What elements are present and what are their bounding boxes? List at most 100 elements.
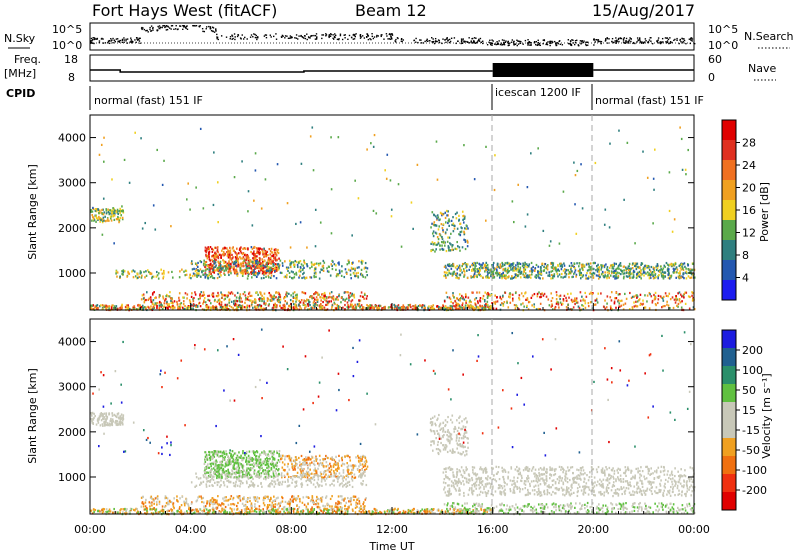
range-cell [239,247,241,250]
range-cell [232,268,235,271]
nsky-point [303,37,305,39]
range-cell [278,298,280,302]
range-cell [315,299,318,302]
range-cell [303,291,305,294]
range-cell [493,268,495,271]
range-cell [617,299,620,302]
range-cell [154,297,156,300]
range-cell [438,306,440,309]
range-cell [670,274,673,277]
nsky-point [123,41,125,43]
range-cell [268,272,271,275]
range-cell [626,141,629,144]
nsky-point [96,37,99,40]
range-cell [457,298,460,302]
range-cell [614,269,617,273]
range-cell [284,260,286,263]
range-cell [212,276,214,279]
range-cell [579,299,582,302]
range-cell [107,210,110,214]
range-cell [219,303,221,306]
range-cell [686,272,688,275]
range-cell [591,292,593,296]
range-cell [275,248,277,252]
range-cell [436,243,439,246]
range-cell [197,269,199,272]
nsky-point [164,26,166,29]
range-cell [232,262,235,265]
range-cell [622,277,625,280]
range-cell [165,297,167,301]
range-cell [361,306,364,309]
range-cell [278,295,280,299]
range-cell [250,294,253,297]
nsky-point [129,41,131,43]
range-cell [453,296,455,299]
range-cell [207,294,209,298]
range-cell [180,302,183,305]
date-label: 15/Aug/2017 [592,1,695,20]
range-cell [643,274,645,277]
nsky-point [644,38,647,40]
range-cell [277,262,280,266]
range-cell [417,304,420,308]
range-cell [485,264,487,268]
range-cell [191,292,193,295]
range-cell [590,301,593,304]
range-cell [421,306,423,309]
range-cell [236,256,239,259]
range-cell [336,303,339,307]
range-cell [509,263,512,267]
range-cell [208,299,211,302]
range-cell [303,299,306,302]
range-cell [320,510,323,513]
range-cell [214,298,216,302]
range-cell [266,299,269,302]
range-cell [462,214,465,217]
range-cell [262,307,265,310]
range-cell [278,510,280,514]
range-cell [270,296,273,299]
cpid-segment-3: normal (fast) 151 IF [595,94,704,107]
range-cell [254,272,257,275]
range-cell [675,294,677,298]
range-cell [351,303,353,306]
range-cell [299,266,302,269]
range-cell [592,271,595,275]
range-cell [526,274,528,277]
range-cell [522,266,525,270]
nsky-point [449,40,452,43]
range-cell [178,276,181,279]
range-cell [213,151,215,154]
range-cell [475,306,478,309]
nsky-point [582,41,585,44]
range-cell [152,308,154,311]
range-cell [97,218,99,221]
range-cell [121,270,123,273]
nsky-point [429,40,431,42]
range-cell [458,233,460,236]
range-cell [119,211,121,215]
range-cell [151,292,154,295]
nsky-point [350,36,353,39]
range-cell [95,210,98,213]
range-cell [121,205,123,208]
colorbar-swatch [722,120,736,141]
range-cell [358,260,360,263]
range-cell [262,296,265,299]
range-cell [262,253,264,256]
range-cell [600,264,602,267]
range-cell [331,267,334,271]
range-cell [252,270,254,273]
range-cell [322,267,325,270]
range-cell [649,273,652,276]
range-cell [205,263,207,267]
range-cell [360,511,362,514]
range-cell [182,300,185,303]
range-cell [617,293,620,296]
range-cell [342,298,345,301]
nsky-point [555,43,557,45]
range-cell [105,307,107,310]
range-cell [288,259,291,262]
range-cell [313,293,315,296]
